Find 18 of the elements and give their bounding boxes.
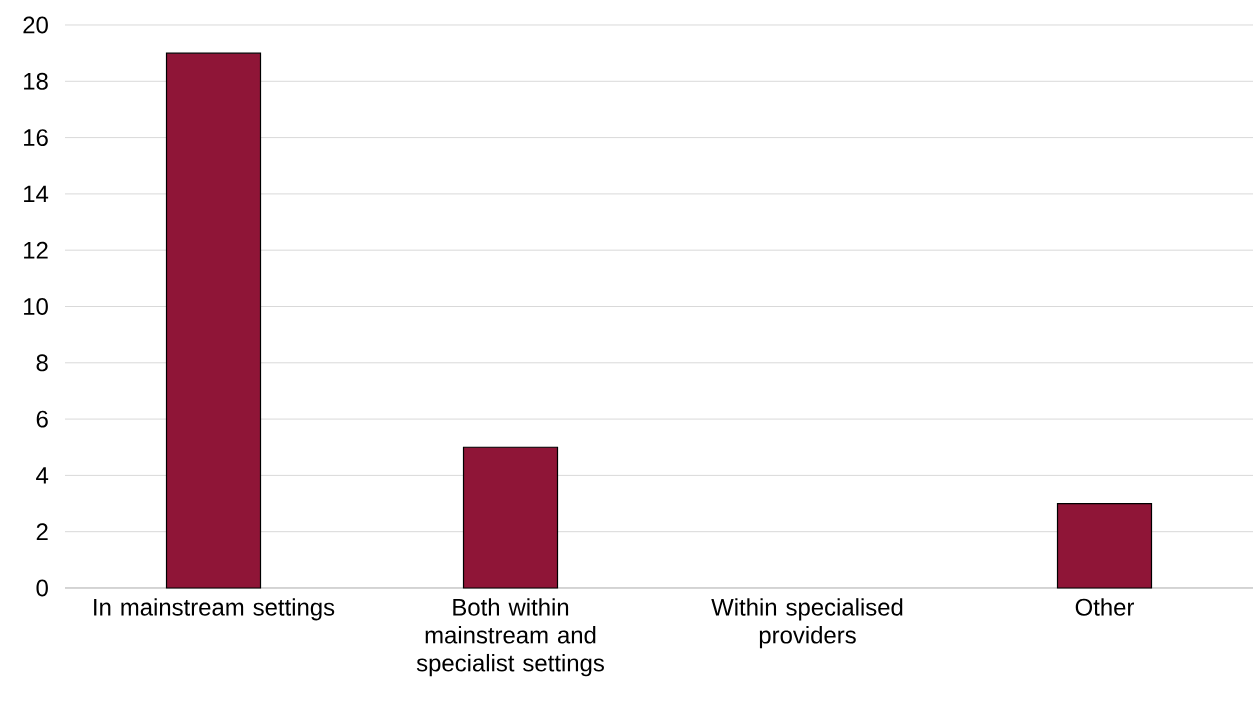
bar — [165, 52, 262, 589]
y-tick-label: 6 — [36, 410, 48, 428]
y-tick-label: 10 — [24, 298, 48, 315]
y-tick-label: 12 — [24, 241, 48, 259]
y-tick-label: 20 — [23, 16, 48, 34]
y-tick-label: 18 — [24, 72, 48, 90]
x-tick-label: Other — [1075, 598, 1134, 616]
x-tick-label: Within specialised providers — [711, 598, 903, 649]
bar — [462, 446, 559, 589]
y-tick-label: 4 — [36, 467, 49, 484]
y-tick-label: 8 — [36, 354, 48, 372]
y-tick-label: 2 — [36, 523, 48, 541]
x-tick-label: In mainstream settings — [94, 598, 335, 621]
y-tick-label: 14 — [24, 185, 49, 203]
y-tick-label: 16 — [24, 129, 48, 147]
x-tick-label: Both within mainstream and specialist settings — [416, 598, 604, 677]
bar — [1056, 502, 1153, 589]
y-tick-label: 0 — [36, 579, 48, 597]
